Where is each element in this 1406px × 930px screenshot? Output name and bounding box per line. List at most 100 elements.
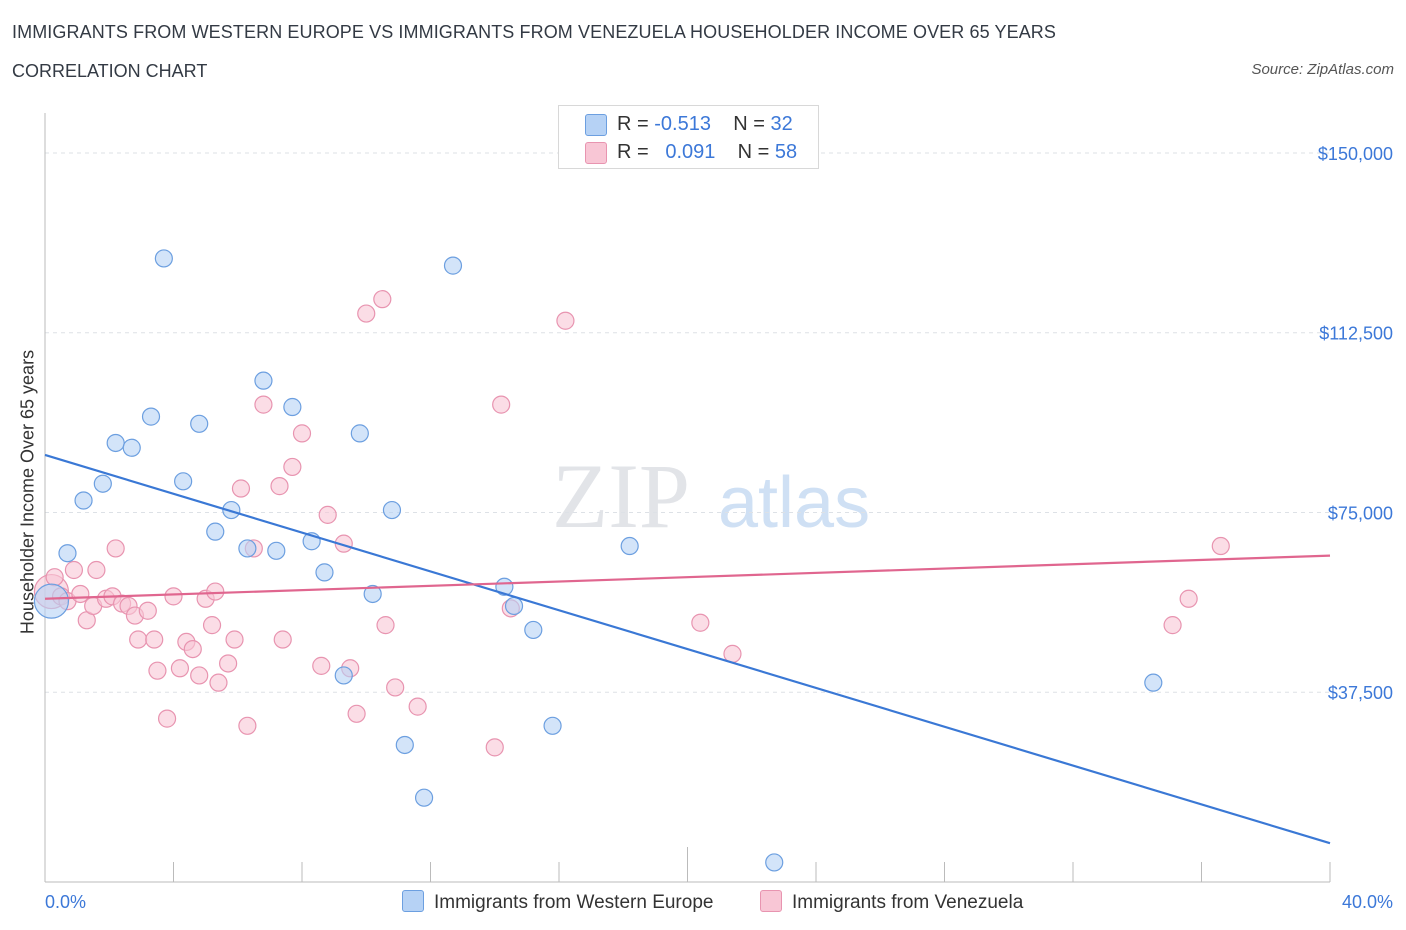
- axes: [44, 113, 1331, 883]
- venezuela-points: [33, 290, 1230, 757]
- chart-subtitle: CORRELATION CHART: [12, 61, 208, 81]
- y-tick-label-1: $75,000: [1328, 503, 1393, 523]
- y-tick-label-0: $37,500: [1328, 683, 1393, 703]
- western-europe-point-2: [74, 491, 93, 510]
- venezuela-point-49: [485, 738, 504, 757]
- venezuela-point-4: [64, 560, 84, 580]
- western-europe-point-19: [350, 424, 369, 443]
- venezuela-point-52: [556, 311, 575, 330]
- legend-text-blue: R = -0.513 N = 32: [617, 113, 793, 135]
- legend-text-pink: R = 0.091 N = 58: [617, 141, 798, 163]
- trend-line-western-europe: [44, 453, 1331, 845]
- series-label-western-europe: Immigrants from Western Europe: [434, 892, 714, 913]
- western-europe-point-20: [363, 584, 382, 604]
- western-europe-point-26: [504, 596, 524, 616]
- western-europe-point-29: [620, 536, 639, 556]
- y-axis-label: Householder Income Over 65 years: [17, 349, 38, 635]
- y-tick-label-2: $112,500: [1319, 324, 1393, 344]
- venezuela-point-19: [157, 709, 177, 728]
- western-europe-point-1: [58, 544, 77, 563]
- western-europe-points: [33, 249, 1163, 872]
- western-europe-point-11: [222, 500, 241, 520]
- western-europe-point-13: [254, 371, 273, 390]
- venezuela-point-43: [347, 704, 366, 723]
- venezuela-point-5: [71, 584, 90, 604]
- watermark-zip: ZIP: [552, 445, 690, 547]
- venezuela-point-20: [164, 587, 183, 606]
- western-europe-point-6: [141, 407, 161, 426]
- watermark: ZIP atlas: [552, 445, 870, 547]
- western-europe-point-5: [122, 438, 141, 457]
- western-europe-point-9: [190, 414, 209, 433]
- western-europe-point-4: [106, 433, 125, 453]
- series-legend-venezuela: Immigrants from Venezuela: [760, 890, 1023, 914]
- venezuela-point-21: [170, 659, 190, 678]
- western-europe-point-21: [382, 500, 402, 520]
- venezuela-point-27: [206, 582, 225, 601]
- venezuela-point-32: [238, 716, 257, 735]
- venezuela-point-17: [145, 630, 164, 649]
- venezuela-point-15: [129, 630, 148, 649]
- western-europe-point-14: [267, 541, 286, 560]
- venezuela-point-40: [318, 505, 337, 524]
- venezuela-point-48: [408, 697, 427, 716]
- venezuela-point-1: [45, 568, 64, 587]
- western-europe-point-0: [33, 583, 70, 619]
- chart-title: IMMIGRANTS FROM WESTERN EUROPE VS IMMIGR…: [12, 22, 1057, 42]
- correlation-legend: R = -0.513 N = 32 R = 0.091 N = 58: [558, 105, 819, 169]
- venezuela-point-28: [209, 673, 228, 692]
- tick-labels: $37,500 $75,000 $112,500 $150,000 0.0% 40.0%: [45, 144, 1393, 912]
- y-tick-label-3: $150,000: [1318, 144, 1393, 164]
- western-europe-point-27: [524, 620, 543, 640]
- venezuela-point-53: [691, 613, 710, 632]
- venezuela-point-57: [1211, 536, 1230, 556]
- western-europe-point-17: [315, 563, 334, 582]
- venezuela-point-46: [376, 616, 395, 635]
- venezuela-point-35: [270, 477, 289, 496]
- venezuela-point-31: [231, 479, 251, 498]
- venezuela-point-38: [292, 424, 312, 443]
- venezuela-point-47: [386, 678, 405, 697]
- venezuela-point-29: [219, 654, 238, 673]
- venezuela-point-45: [373, 290, 392, 309]
- western-europe-point-18: [334, 666, 353, 685]
- western-europe-point-8: [174, 472, 193, 491]
- series-label-venezuela: Immigrants from Venezuela: [792, 892, 1024, 913]
- venezuela-point-44: [357, 304, 376, 323]
- western-europe-point-7: [154, 249, 173, 268]
- venezuela-point-8: [87, 560, 106, 580]
- venezuela-point-24: [190, 666, 209, 685]
- western-europe-point-24: [443, 256, 463, 275]
- legend-swatch-blue: [585, 114, 607, 136]
- venezuela-point-39: [312, 656, 331, 675]
- trend-line-venezuela: [44, 554, 1331, 600]
- source-credit: Source: ZipAtlas.com: [1251, 61, 1394, 78]
- western-europe-point-15: [283, 397, 302, 417]
- venezuela-point-30: [225, 630, 244, 649]
- venezuela-point-55: [1163, 616, 1182, 635]
- western-europe-point-31: [1144, 673, 1163, 692]
- series-swatch-pink: [760, 890, 782, 912]
- venezuela-point-36: [273, 630, 292, 649]
- venezuela-point-23: [183, 639, 202, 659]
- x-tick-label-min: 0.0%: [45, 892, 86, 912]
- gridlines: [45, 152, 1330, 693]
- western-europe-point-23: [414, 788, 434, 807]
- x-tick-label-max: 40.0%: [1342, 892, 1393, 912]
- watermark-atlas: atlas: [718, 463, 870, 543]
- venezuela-point-37: [283, 457, 302, 477]
- western-europe-point-3: [93, 474, 112, 493]
- western-europe-point-10: [206, 522, 225, 541]
- venezuela-point-56: [1179, 589, 1198, 608]
- venezuela-point-26: [202, 616, 222, 635]
- western-europe-point-22: [395, 735, 414, 755]
- western-europe-point-30: [765, 853, 784, 872]
- venezuela-point-50: [492, 395, 511, 414]
- series-swatch-blue: [402, 890, 424, 912]
- venezuela-point-18: [148, 661, 167, 680]
- venezuela-point-16: [138, 601, 157, 620]
- legend-swatch-pink: [585, 142, 607, 164]
- western-europe-point-28: [543, 716, 562, 735]
- series-legend-western-europe: Immigrants from Western Europe: [402, 890, 713, 914]
